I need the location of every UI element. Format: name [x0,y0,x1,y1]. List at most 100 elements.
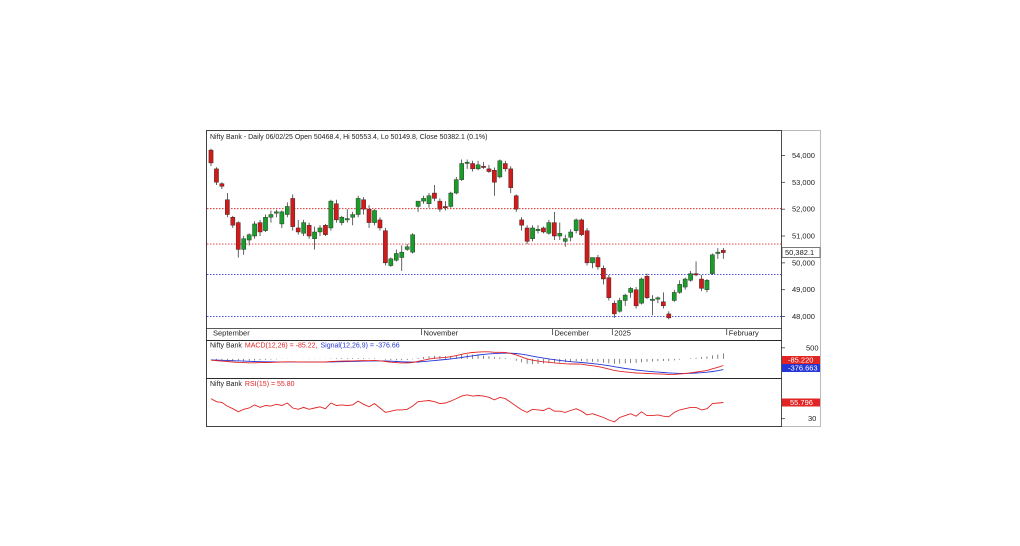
candle [497,159,503,179]
macd-line [210,351,724,376]
candle-body [595,257,601,268]
candle [606,274,612,301]
candle [394,249,399,262]
rsi-value-tag: 55.796 [782,398,820,407]
candle [704,278,710,293]
candle-body [475,164,481,170]
candle-body [252,223,257,237]
candle [475,160,481,171]
candle-body [661,301,666,307]
candle-body [317,227,323,233]
candle [524,225,530,245]
candle [688,270,693,282]
candle [432,184,437,202]
candle [252,221,257,239]
candle [715,248,721,259]
candle [355,195,361,218]
candle [225,193,230,218]
candle [661,292,666,309]
candle [617,297,623,313]
candle-body [557,233,563,237]
candle-body [535,229,541,231]
candle-body [274,211,279,214]
candle-body [639,278,644,304]
candle-body [377,219,383,229]
candle [235,221,241,258]
candle-body [693,273,699,276]
y-tick-label: 52,000 [792,205,815,214]
candle [268,210,274,223]
y-tick-label: 50,000 [792,258,815,267]
rsi-instrument-name: Nifty Bank [210,381,242,388]
candle [682,277,688,290]
candle [655,296,661,304]
candle [241,236,247,255]
candle-body [682,278,688,288]
candle [404,244,410,251]
candle [448,191,454,208]
candle-body [530,227,535,239]
candle-body [410,234,415,253]
candle-body [486,168,492,172]
candle-body [328,200,334,229]
chart-frame [206,130,821,427]
candle [699,274,704,292]
candle-body [622,294,628,301]
candle-body [415,200,421,207]
candle-body [464,161,470,164]
candle [361,197,366,215]
candle [519,217,524,231]
candle [410,233,415,254]
candle [372,209,377,226]
rsi-y-tick-label: 30 [808,414,816,423]
candle [590,257,595,269]
candle-body [432,192,437,199]
y-tick-label: 48,000 [792,312,815,321]
price-panel-title: Nifty Bank - Daily 06/02/25 Open 50468.4… [210,134,487,141]
x-tick-label: November [424,329,459,338]
candle-body [655,297,661,300]
candle [612,300,617,318]
candle-body [372,210,377,223]
signal-value-tag-box [782,364,820,372]
candle-body [230,217,236,226]
candle-body [361,199,366,210]
y-tick-label: 49,000 [792,285,815,294]
candle [426,193,432,208]
candle [650,295,655,316]
candle-body [344,218,350,221]
candle-body [601,268,606,280]
candle [535,225,541,234]
macd-instrument-name: Nifty Bank [210,343,242,350]
candle-body [339,217,345,223]
candle [366,205,372,228]
candle [383,227,388,266]
candle [323,223,328,237]
candle [415,200,421,212]
candle-body [666,313,672,319]
candle [219,182,225,190]
candle [503,160,508,172]
candle [573,218,579,234]
candle [595,254,601,270]
candle [541,226,546,234]
rsi-value-label: 55.796 [790,398,813,407]
macd-value-tag: -85.220 [782,356,820,365]
candle-body [699,278,704,289]
candle-body [426,195,432,204]
x-tick-label: December [554,329,589,338]
candle-body [295,227,301,233]
candle [285,202,290,218]
candle [530,225,535,242]
candle [546,219,552,235]
candle-body [394,253,399,261]
y-tick-label: 54,000 [792,151,815,160]
candle-body [241,238,247,250]
macd-value-tag-box [782,356,820,364]
candle [339,215,345,226]
candle-body [306,225,312,237]
candle [230,215,236,228]
candle [710,253,715,275]
candle-body [312,231,317,239]
